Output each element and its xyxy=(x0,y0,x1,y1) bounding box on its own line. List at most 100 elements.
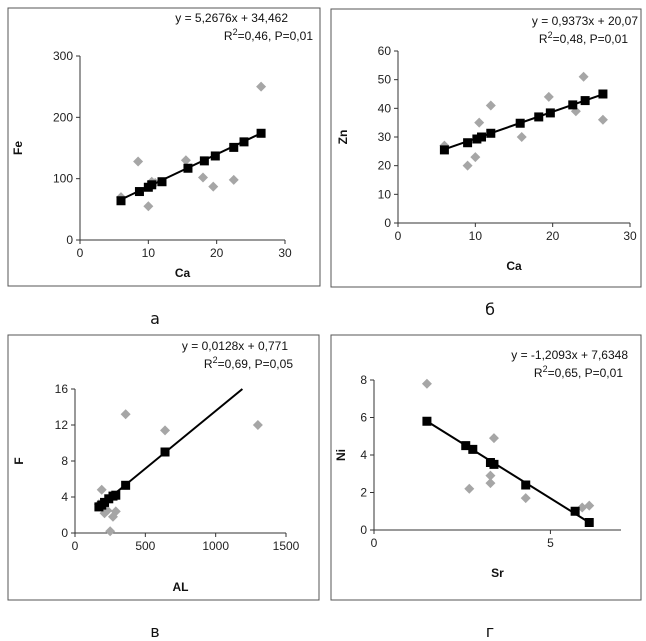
data-point-square xyxy=(134,187,144,197)
data-point-square xyxy=(584,518,594,527)
data-point-diamond xyxy=(208,181,219,192)
panel-label: в xyxy=(150,622,159,641)
data-point-square xyxy=(461,441,471,451)
stats-values: =0,48, P=0,01 xyxy=(553,32,629,46)
data-point-diamond xyxy=(464,483,475,494)
regression-equation: y = -1,2093x + 7,6348 xyxy=(511,348,628,362)
y-tick-label: 0 xyxy=(384,216,391,230)
y-tick-label: 6 xyxy=(360,411,367,425)
data-point-square xyxy=(199,156,209,166)
y-tick-label: 40 xyxy=(378,101,392,115)
data-point-diamond xyxy=(160,425,171,436)
data-point-square xyxy=(116,196,126,206)
y-tick-label: 4 xyxy=(360,448,367,462)
x-tick-label: 1000 xyxy=(202,539,229,553)
x-tick-label: 30 xyxy=(623,229,637,243)
data-point-square xyxy=(121,480,131,490)
chart-panel-1: 0 100 200 300 0 10 20 30 Ca Fe y = 5,2676x + 34,46… xyxy=(7,7,321,328)
data-point-square xyxy=(239,137,249,147)
y-tick-label: 60 xyxy=(378,44,392,58)
y-tick-label: 0 xyxy=(61,526,68,540)
data-point-square xyxy=(183,163,193,173)
data-point-square xyxy=(598,89,608,99)
data-point-diamond xyxy=(520,493,531,504)
x-tick-label: 20 xyxy=(546,229,560,243)
data-point-diamond xyxy=(421,378,432,389)
data-point-square xyxy=(486,128,496,138)
panel-border xyxy=(7,334,320,601)
y-tick-label: 8 xyxy=(360,373,367,387)
y-tick-label: 20 xyxy=(378,159,392,173)
data-point-diamond xyxy=(488,433,499,444)
data-point-diamond xyxy=(252,420,263,430)
x-axis-label: AL xyxy=(173,580,189,594)
y-tick-label: 300 xyxy=(53,49,73,63)
chart-panel-2: 0 10 20 30 40 50 60 0 10 20 30 Ca Zn y = 0,9373x + 20… xyxy=(330,8,642,319)
stats-superscript: 2 xyxy=(233,27,238,37)
y-axis-label: F xyxy=(12,457,26,464)
data-point-diamond xyxy=(462,160,473,171)
data-point-diamond xyxy=(584,500,595,511)
data-point-diamond xyxy=(578,71,589,82)
stats-r: R xyxy=(204,357,213,371)
regression-equation: y = 0,9373x + 20,07 xyxy=(532,14,638,28)
y-tick-label: 4 xyxy=(61,490,68,504)
data-point-square xyxy=(521,480,531,490)
trendline xyxy=(96,388,244,509)
y-tick-label: 2 xyxy=(360,486,367,500)
x-tick-label: 10 xyxy=(469,229,483,243)
data-point-diamond xyxy=(597,114,608,125)
x-axis-label: Ca xyxy=(175,266,191,280)
y-tick-label: 200 xyxy=(53,110,73,124)
data-point-diamond xyxy=(96,484,107,495)
y-axis-label: Fe xyxy=(11,141,25,155)
data-point-square xyxy=(568,100,578,110)
data-point-square xyxy=(515,118,525,128)
panel-border xyxy=(330,334,642,601)
x-tick-label: 20 xyxy=(210,246,224,260)
data-point-square xyxy=(489,459,499,469)
panel-label: а xyxy=(150,309,160,328)
data-point-diamond xyxy=(470,152,481,163)
data-point-square xyxy=(160,447,170,457)
y-tick-label: 16 xyxy=(55,382,69,396)
data-point-square xyxy=(439,145,449,155)
stats-superscript: 2 xyxy=(213,355,218,365)
y-tick-label: 10 xyxy=(378,187,392,201)
x-tick-label: 10 xyxy=(142,246,156,260)
x-tick-label: 1500 xyxy=(273,539,300,553)
data-point-diamond xyxy=(256,81,267,92)
regression-equation: y = 0,0128x + 0,771 xyxy=(182,339,288,353)
data-point-diamond xyxy=(577,502,588,513)
x-axis-label: Ca xyxy=(506,259,522,273)
data-point-square xyxy=(111,490,121,500)
y-tick-label: 0 xyxy=(360,523,367,537)
data-point-square xyxy=(545,108,555,118)
data-point-square xyxy=(256,128,266,138)
x-tick-label: 0 xyxy=(371,536,378,550)
regression-stats: R2=0,69, P=0,05 xyxy=(204,355,293,371)
stats-superscript: 2 xyxy=(543,364,548,374)
data-point-diamond xyxy=(120,409,131,420)
regression-stats: R2=0,65, P=0,01 xyxy=(534,364,623,380)
data-point-square xyxy=(147,180,157,190)
regression-stats: R2=0,46, P=0,01 xyxy=(224,27,313,43)
data-point-square xyxy=(422,416,432,426)
y-tick-label: 50 xyxy=(378,73,392,87)
data-point-diamond xyxy=(474,117,485,128)
data-point-diamond xyxy=(485,100,496,111)
data-point-diamond xyxy=(198,172,208,183)
x-tick-label: 5 xyxy=(547,536,554,550)
data-point-square xyxy=(157,177,167,187)
x-tick-label: 30 xyxy=(278,246,292,260)
x-tick-label: 0 xyxy=(395,229,402,243)
panel-label: б xyxy=(485,300,495,319)
data-point-diamond xyxy=(228,174,239,185)
data-point-diamond xyxy=(143,201,154,212)
y-axis-label: Ni xyxy=(334,449,348,461)
stats-values: =0,69, P=0,05 xyxy=(218,357,294,371)
data-point-diamond xyxy=(180,155,191,166)
data-point-diamond xyxy=(485,470,496,481)
data-point-diamond xyxy=(105,526,116,537)
